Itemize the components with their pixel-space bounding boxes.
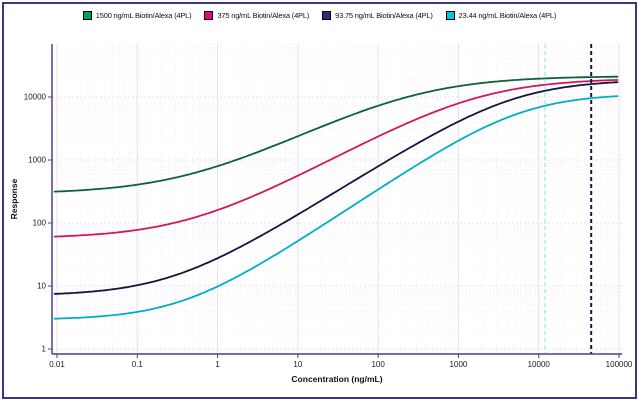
y-tick-label: 1000: [28, 156, 46, 165]
legend-item-375[interactable]: 375 ng/mL Biotin/Alexa (4PL): [204, 11, 309, 20]
x-tick-label: 100: [371, 360, 385, 369]
legend-item-93-75[interactable]: 93.75 ng/mL Biotin/Alexa (4PL): [322, 11, 433, 20]
y-tick-label: 100: [33, 219, 47, 228]
curve-2: [53, 79, 619, 238]
x-tick-label: 100000: [606, 360, 633, 369]
legend-marker-navy: [322, 11, 332, 20]
legend: 1500 ng/mL Biotin/Alexa (4PL) 375 ng/mL …: [4, 11, 635, 20]
legend-marker-magenta: [204, 11, 214, 20]
x-tick-label: 0.01: [49, 360, 65, 369]
y-axis-title: Response: [9, 178, 19, 219]
x-axis-title: Concentration (ng/mL): [291, 374, 382, 384]
chart-panel: 1500 ng/mL Biotin/Alexa (4PL) 375 ng/mL …: [2, 2, 637, 399]
legend-label: 23.44 ng/mL Biotin/Alexa (4PL): [458, 11, 557, 20]
curve-1: [53, 75, 619, 193]
legend-marker-cyan: [445, 11, 455, 20]
x-tick-label: 10000: [528, 360, 551, 369]
curve-4: [53, 95, 619, 320]
y-tick-label: 10000: [24, 93, 47, 102]
y-tick-label: 1: [42, 345, 47, 354]
legend-label: 375 ng/mL Biotin/Alexa (4PL): [217, 11, 310, 20]
x-tick-label: 1: [215, 360, 220, 369]
legend-label: 93.75 ng/mL Biotin/Alexa (4PL): [335, 11, 433, 20]
legend-marker-green: [82, 11, 92, 20]
x-tick-label: 10: [293, 360, 302, 369]
y-tick-label: 10: [37, 282, 46, 291]
legend-item-1500[interactable]: 1500 ng/mL Biotin/Alexa (4PL): [82, 11, 192, 20]
legend-label: 1500 ng/mL Biotin/Alexa (4PL): [95, 11, 192, 20]
x-tick-label: 1000: [450, 360, 468, 369]
curve-3: [53, 81, 619, 295]
x-tick-label: 0.1: [132, 360, 144, 369]
legend-item-23-44[interactable]: 23.44 ng/mL Biotin/Alexa (4PL): [445, 11, 557, 20]
dose-response-plot: 0.01 0.1 1 10 100 1000 10000 100000 1 10 100 1000 10…: [9, 44, 633, 384]
